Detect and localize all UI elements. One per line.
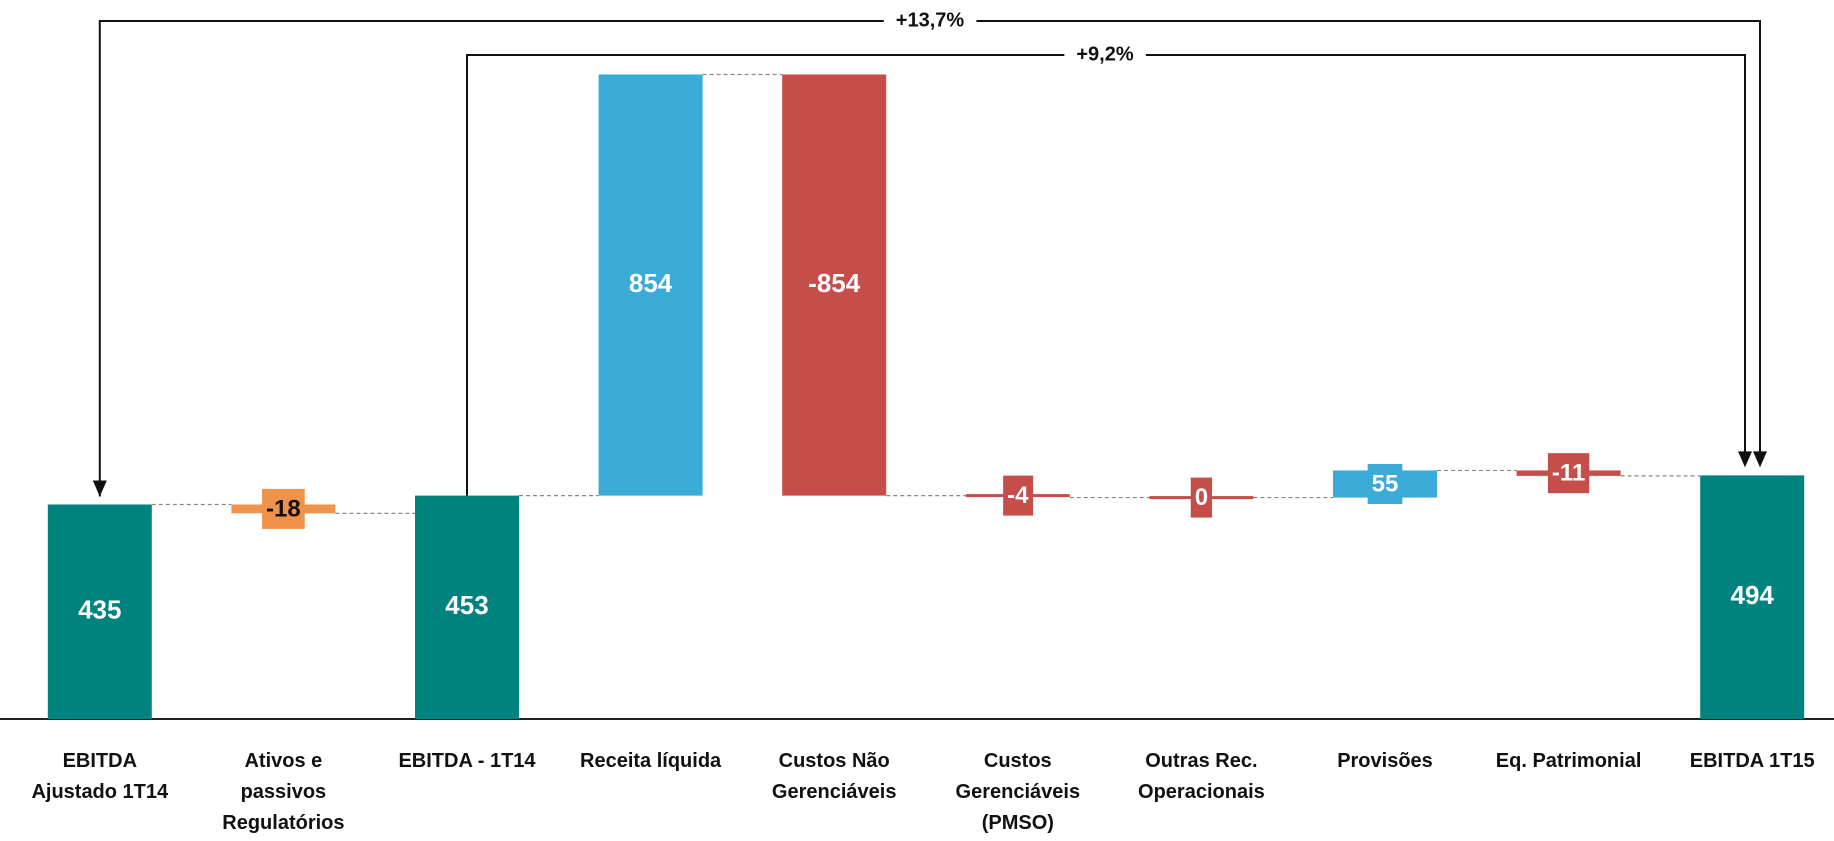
value-label: -18 <box>266 495 301 522</box>
arrow-head <box>1738 451 1752 468</box>
arrow-head <box>92 480 107 497</box>
value-label: 435 <box>78 595 121 625</box>
annotation: +9,2% <box>1076 43 1133 65</box>
x-tick-label: Receita líquida <box>580 750 722 772</box>
arrow-line <box>98 20 1761 497</box>
x-tick-label: EBITDA Ajustado 1T14 <box>31 750 169 803</box>
arrow-head <box>1753 451 1767 468</box>
value-label: 0 <box>1195 484 1208 511</box>
x-tick-label: Provisões <box>1337 750 1433 772</box>
value-label: 854 <box>629 268 673 298</box>
bar <box>782 74 887 496</box>
value-label: -4 <box>1007 482 1029 509</box>
x-tick-label: EBITDA 1T15 <box>1689 750 1815 772</box>
x-tick-label: Ativos e passivos Regulatórios <box>222 750 345 834</box>
label-box <box>1190 477 1213 518</box>
x-tick-label: Custos Não Gerenciáveis <box>771 750 897 803</box>
annotation: +13,7% <box>896 9 965 31</box>
x-tick-label: Eq. Patrimonial <box>1495 750 1642 772</box>
x-tick-label: EBITDA - 1T14 <box>398 750 536 772</box>
label-box <box>1367 464 1403 505</box>
value-label: 494 <box>1731 580 1775 610</box>
bar <box>415 495 519 719</box>
label-box <box>1003 475 1034 516</box>
bar <box>47 504 152 719</box>
value-label: 55 <box>1372 470 1399 497</box>
annotation-bg <box>1064 43 1146 66</box>
bar <box>1700 475 1805 719</box>
label-box <box>262 488 305 529</box>
value-label: -11 <box>1552 460 1585 487</box>
value-label: 453 <box>445 590 488 620</box>
annotation-bg <box>883 9 977 32</box>
bar <box>598 74 703 496</box>
x-tick-label: Custos Gerenciáveis (PMSO) <box>955 750 1081 834</box>
label-box <box>1547 453 1590 494</box>
x-tick-label: Outras Rec. Operacionais <box>1138 750 1265 803</box>
value-label: -854 <box>808 268 861 298</box>
